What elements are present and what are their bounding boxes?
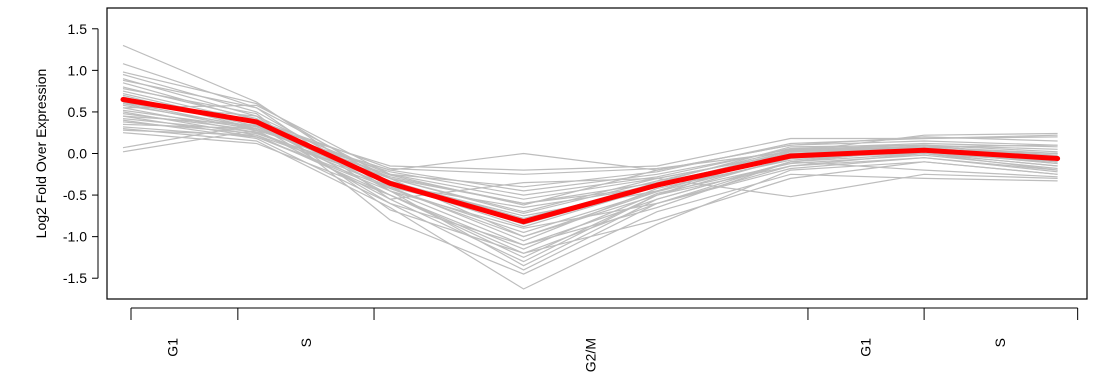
y-axis: -1.5 -1.0 -0.5 0.0 0.5 1.0 1.5	[63, 21, 99, 286]
series-line-36	[122, 115, 1058, 246]
series-line-35	[122, 104, 1058, 188]
y-tick-label: -1.0	[63, 229, 87, 245]
plot-frame	[106, 7, 1088, 300]
x-tick-label: G1	[857, 338, 873, 357]
series-line-21	[122, 118, 1058, 228]
y-tick-label: 1.0	[68, 62, 88, 78]
series-line-9	[122, 93, 1058, 254]
series-line-34	[122, 98, 1058, 175]
y-tick-label: -1.5	[63, 270, 87, 286]
series-line-15	[122, 104, 1058, 205]
x-tick-label: G2/M	[582, 338, 598, 372]
y-tick-label: -0.5	[63, 187, 87, 203]
series-lines	[120, 44, 1061, 290]
y-tick-label: 0.0	[68, 146, 88, 162]
y-tick-label: 1.5	[68, 21, 88, 37]
x-tick-label: S	[992, 338, 1008, 347]
x-tick-label: S	[298, 338, 314, 347]
mean-line	[120, 97, 1061, 225]
y-axis-label: Log2 Fold Over Expression	[33, 69, 49, 239]
x-tick-label: G1	[164, 338, 180, 357]
y-tick-label: 0.5	[68, 104, 88, 120]
series-line-32	[122, 88, 1058, 275]
series-line-10	[122, 94, 1058, 192]
series-line-23	[122, 121, 1058, 215]
x-axis: G1 S G2/M G1 S	[130, 307, 1079, 372]
